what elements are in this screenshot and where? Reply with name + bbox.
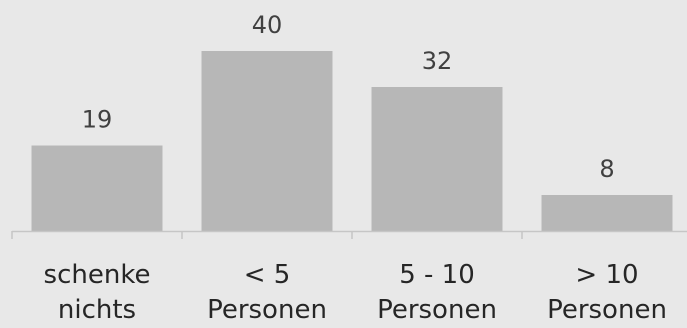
x-axis bbox=[11, 230, 687, 239]
bars-group bbox=[31, 51, 673, 231]
bar-2 bbox=[201, 51, 333, 231]
x-tick-label-3: 5 - 10 Personen bbox=[377, 260, 497, 325]
data-label-4: 8 bbox=[599, 155, 614, 183]
data-label-3: 32 bbox=[422, 47, 453, 75]
x-tick-labels-group: schenke nichts < 5 Personen 5 - 10 Personen > … bbox=[44, 260, 667, 325]
x-tick-label-1: schenke nichts bbox=[44, 260, 151, 325]
bar-3 bbox=[371, 87, 503, 231]
bar-1 bbox=[31, 145, 163, 231]
data-labels-group: 19 40 32 8 bbox=[82, 11, 615, 183]
data-label-1: 19 bbox=[82, 106, 113, 134]
x-tick-label-2: < 5 Personen bbox=[207, 260, 327, 325]
data-label-2: 40 bbox=[252, 11, 283, 39]
x-tick-label-4: > 10 Personen bbox=[547, 260, 667, 325]
bar-4 bbox=[541, 195, 673, 231]
